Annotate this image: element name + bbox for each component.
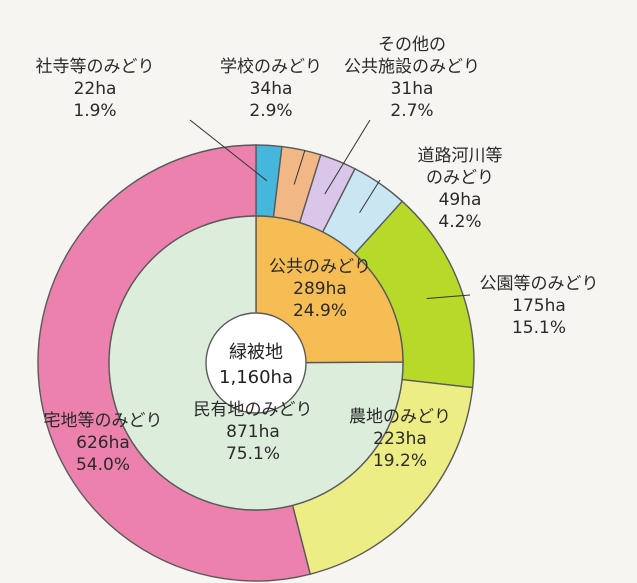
inner-label-name: 民有地のみどり (194, 400, 313, 420)
outer-label-area: 223ha (373, 429, 427, 449)
inner-label-percent: 75.1% (226, 444, 280, 464)
inner-label-area: 871ha (226, 422, 280, 442)
outer-label-percent: 4.2% (438, 212, 481, 232)
leader-line (189, 119, 268, 182)
outer-label-area: 22ha (74, 79, 117, 99)
center-value: 1,160ha (219, 367, 293, 388)
leader-line (324, 119, 371, 195)
outer-label-percent: 19.2% (373, 451, 427, 471)
outer-label-name: のみどり (426, 168, 494, 188)
outer-label-name: 公園等のみどり (480, 274, 599, 294)
inner-label-percent: 24.9% (293, 301, 347, 321)
center-label: 緑被地 (229, 342, 283, 363)
outer-label-name: 社寺等のみどり (36, 57, 155, 77)
center-circle (205, 312, 307, 414)
outer-label-percent: 54.0% (76, 455, 130, 475)
outer-label-name: 道路河川等 (418, 146, 503, 166)
inner-slice (255, 215, 404, 364)
leader-line (426, 294, 471, 299)
outer-label-area: 175ha (512, 296, 566, 316)
outer-label-percent: 1.9% (73, 101, 116, 121)
outer-label-name: 農地のみどり (349, 407, 451, 427)
outer-label-area: 49ha (439, 190, 482, 210)
outer-label-name: その他の (378, 35, 446, 55)
outer-label-area: 31ha (391, 79, 434, 99)
outer-label-percent: 2.9% (249, 101, 292, 121)
leader-line (293, 149, 306, 185)
outer-label-percent: 15.1% (512, 318, 566, 338)
outer-label-name: 宅地等のみどり (44, 411, 163, 431)
outer-label-name: 学校のみどり (220, 57, 322, 77)
outer-label-name: 公共施設のみどり (344, 57, 480, 77)
inner-label-name: 公共のみどり (269, 257, 371, 277)
inner-label-area: 289ha (293, 279, 347, 299)
leader-line (359, 179, 381, 213)
outer-label-area: 626ha (76, 433, 130, 453)
outer-label-percent: 2.7% (390, 101, 433, 121)
outer-label-area: 34ha (250, 79, 293, 99)
